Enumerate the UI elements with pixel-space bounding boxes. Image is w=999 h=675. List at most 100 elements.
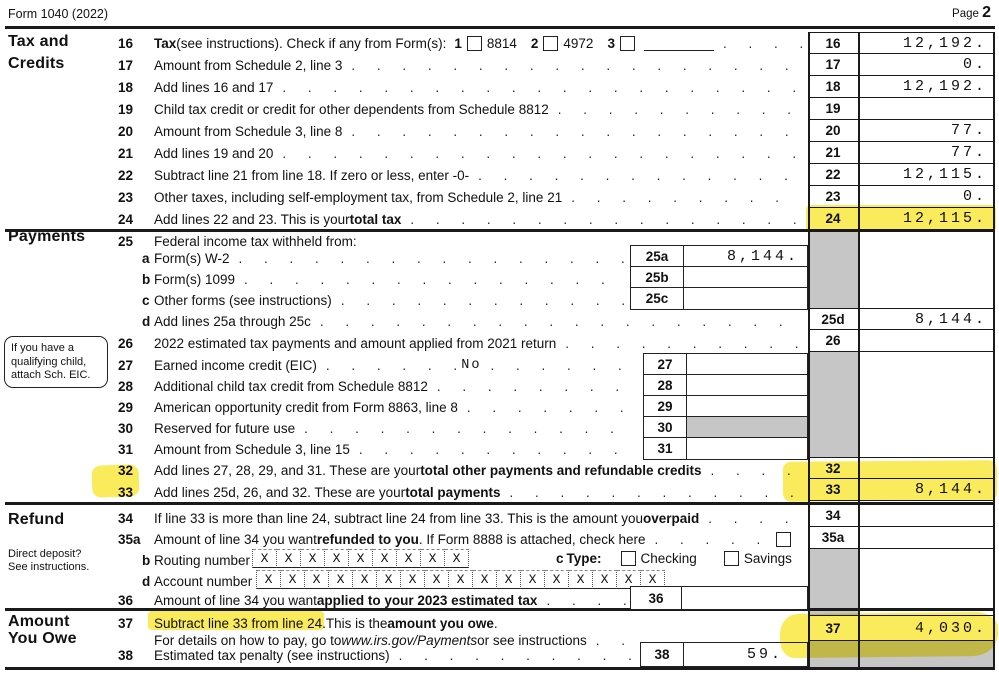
money-18-amount[interactable]: 12,192. — [902, 78, 987, 95]
irs-payments-link[interactable]: www.irs.gov/Payments — [341, 632, 478, 648]
money-row-25d: 25d 8,144. — [808, 308, 995, 330]
line-20-desc: Amount from Schedule 3, line 8 — [154, 123, 343, 139]
money-row-32: 32 — [808, 457, 995, 479]
line-26-row: 26 2022 estimated tax payments and amoun… — [118, 333, 802, 353]
checking-label: Checking — [640, 551, 697, 566]
digit-cell[interactable]: X — [617, 570, 641, 589]
money-23-amount[interactable]: 0. — [962, 188, 987, 205]
digit-cell[interactable]: X — [257, 570, 281, 589]
digit-cell[interactable]: X — [473, 570, 497, 589]
money-25d-amount[interactable]: 8,144. — [914, 310, 987, 328]
digit-cell[interactable]: X — [449, 570, 473, 589]
line-17-number: 17 — [118, 57, 134, 73]
form-8888-checkbox[interactable] — [776, 531, 791, 547]
money-row-21: 21 77. — [808, 142, 995, 164]
leader-dots — [702, 463, 803, 478]
digit-cell[interactable]: X — [545, 570, 569, 589]
digit-cell[interactable]: X — [497, 570, 521, 589]
money-24-amount[interactable]: 12,115. — [902, 210, 987, 227]
checking-checkbox[interactable] — [620, 551, 636, 566]
money-33-amount[interactable]: 8,144. — [914, 481, 987, 498]
money-22-amount[interactable]: 12,115. — [902, 166, 987, 183]
money-20-amount[interactable]: 77. — [950, 122, 987, 139]
money-row-19: 19 — [808, 98, 995, 120]
header-rule — [5, 26, 995, 29]
form-other-checkbox[interactable] — [619, 35, 635, 51]
digit-cell[interactable]: X — [521, 570, 545, 589]
line-27-entry-no[interactable]: No — [461, 357, 482, 373]
line-24-row: 24 Add lines 22 and 23. This is your tot… — [118, 209, 802, 229]
leader-dots — [295, 421, 626, 436]
page-number: 2 — [982, 4, 991, 21]
line-18-row: 18 Add lines 16 and 17 — [118, 77, 802, 97]
line-22-number: 22 — [118, 167, 134, 183]
money-row-26: 26 — [808, 330, 995, 352]
digit-cell[interactable]: X — [301, 549, 325, 568]
form-4972-checkbox[interactable] — [543, 35, 559, 51]
box-38-amount[interactable]: 59. — [746, 646, 783, 663]
digit-cell[interactable]: X — [421, 549, 445, 568]
line-37-pay-info-2: or see instructions — [477, 632, 587, 648]
leader-dots — [556, 336, 802, 351]
digit-cell[interactable]: X — [401, 570, 425, 589]
digit-cell[interactable]: X — [373, 549, 397, 568]
digit-cell[interactable]: X — [397, 549, 421, 568]
money-16-amount[interactable]: 12,192. — [902, 34, 987, 52]
digit-cell[interactable]: X — [253, 549, 277, 568]
digit-cell[interactable]: X — [425, 570, 449, 589]
section-tax-credits-2: Credits — [8, 55, 65, 72]
box-25a-number: 25a — [631, 246, 684, 266]
leader-dots — [500, 485, 802, 500]
digit-cell[interactable]: X — [377, 570, 401, 589]
line-25-desc: Federal income tax withheld from: — [154, 233, 357, 249]
box-36: 36 — [631, 587, 807, 609]
line-23-desc: Other taxes, including self-employment t… — [154, 189, 563, 205]
money-17-amount[interactable]: 0. — [962, 56, 987, 73]
shade-35-36 — [809, 549, 858, 615]
money-21-amount[interactable]: 77. — [950, 144, 987, 161]
leader-dots — [350, 442, 626, 457]
line-36-desc-bold: applied to your 2023 estimated tax — [316, 592, 538, 608]
leader-dots — [469, 168, 802, 183]
form-other-blank-field[interactable] — [643, 35, 714, 51]
box-25c-number: 25c — [631, 288, 684, 309]
line-25d-desc: Add lines 25a through 25c — [154, 313, 311, 329]
direct-deposit-note-1: Direct deposit? — [8, 548, 82, 560]
digit-cell[interactable]: X — [593, 570, 617, 589]
box-25a-amount[interactable]: 8,144. — [726, 247, 799, 265]
line-17-desc: Amount from Schedule 2, line 3 — [154, 57, 343, 73]
money-row-24: 24 12,115. — [808, 208, 995, 230]
form-8814-checkbox[interactable] — [466, 35, 482, 51]
digit-cell[interactable]: X — [305, 570, 329, 589]
box-group-38: 38 59. — [640, 642, 808, 667]
digit-cell[interactable]: X — [329, 570, 353, 589]
routing-number-label: Routing number — [154, 552, 251, 568]
line-29-desc: American opportunity credit from Form 88… — [154, 399, 458, 415]
box-30: 30 — [644, 417, 807, 438]
line-16-desc-bold: Tax — [154, 35, 177, 51]
box-28: 28 — [644, 375, 807, 396]
line-25a-letter: a — [142, 250, 150, 266]
leader-dots — [230, 251, 627, 266]
digit-cell[interactable]: X — [445, 549, 469, 568]
money-26-number: 26 — [825, 333, 841, 348]
line-35a-desc: Amount of line 34 you want — [154, 531, 317, 547]
digit-cell[interactable]: X — [325, 549, 349, 568]
money-row-17: 17 0. — [808, 54, 995, 76]
money-37-amount[interactable]: 4,030. — [914, 619, 987, 637]
line-35a-row: 35a Amount of line 34 you want refunded … — [118, 529, 796, 549]
digit-cell[interactable]: X — [349, 549, 373, 568]
digit-cell[interactable]: X — [569, 570, 593, 589]
money-row-18: 18 12,192. — [808, 76, 995, 98]
savings-checkbox[interactable] — [723, 551, 739, 566]
digit-cell[interactable]: X — [353, 570, 377, 589]
money-33-number: 33 — [825, 482, 841, 497]
form3-label: 3 — [607, 35, 615, 51]
eic-margin-note: If you have a qualifying child, attach S… — [4, 336, 108, 388]
money-24-number: 24 — [825, 211, 841, 226]
digit-cell[interactable]: X — [281, 570, 305, 589]
digit-cell[interactable]: X — [277, 549, 301, 568]
